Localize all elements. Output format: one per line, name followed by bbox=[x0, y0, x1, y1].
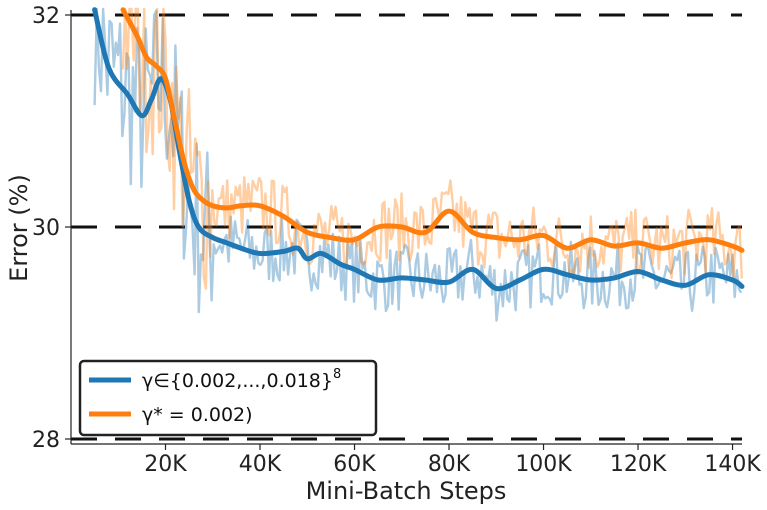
x-tick-label: 80K bbox=[428, 452, 471, 477]
series-lines bbox=[92, 7, 745, 292]
y-tick-label: 32 bbox=[32, 4, 60, 29]
y-axis-title: Error (%) bbox=[5, 174, 33, 282]
y-ticks: 28 30 32 bbox=[32, 4, 71, 453]
x-ticks: 20K 40K 60K 80K 100K 120K 140K bbox=[144, 444, 761, 477]
x-tick-label: 60K bbox=[333, 452, 376, 477]
legend: γ∈{0.002,...,0.018}8 γ* = 0.002) bbox=[78, 359, 378, 437]
legend-box bbox=[78, 359, 378, 437]
y-tick-label: 28 bbox=[32, 428, 60, 453]
x-tick-label: 100K bbox=[515, 452, 572, 477]
series-1-raw-trace bbox=[93, 7, 743, 322]
x-tick-label: 140K bbox=[704, 452, 761, 477]
reference-lines bbox=[71, 13, 742, 441]
legend-label-series-2: γ* = 0.002) bbox=[142, 404, 253, 426]
x-tick-label: 40K bbox=[239, 452, 282, 477]
x-axis-title: Mini-Batch Steps bbox=[306, 477, 507, 505]
y-tick-label: 30 bbox=[32, 216, 60, 241]
series-2-line bbox=[120, 7, 745, 253]
legend-label-series-1: γ∈{0.002,...,0.018}8 bbox=[142, 367, 341, 392]
x-tick-label: 120K bbox=[610, 452, 667, 477]
x-tick-label: 20K bbox=[144, 452, 187, 477]
